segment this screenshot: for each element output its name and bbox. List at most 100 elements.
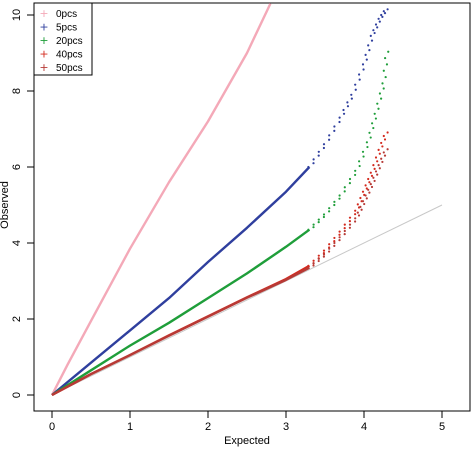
series-point (386, 131, 389, 134)
series-point (373, 31, 376, 35)
series-point (365, 58, 368, 61)
series-point (384, 75, 387, 79)
series-point (363, 202, 366, 206)
series-point (343, 223, 346, 226)
series-point (383, 154, 387, 157)
series-point (354, 169, 357, 172)
series-point (358, 78, 361, 81)
y-tick-label: 0 (11, 392, 23, 398)
series-point (356, 203, 359, 206)
series-point (369, 34, 372, 38)
series-point (322, 146, 325, 150)
x-tick-label: 0 (49, 421, 55, 433)
series-point (333, 240, 336, 243)
series-point (374, 156, 378, 159)
series-point (338, 239, 341, 242)
legend-marker: + (39, 21, 48, 34)
series-point (354, 209, 357, 212)
series-point (322, 213, 326, 216)
series-point (354, 220, 357, 223)
series-point (342, 108, 345, 112)
series-point (312, 162, 315, 165)
series-point (312, 223, 315, 226)
y-tick-label: 6 (11, 164, 23, 170)
legend-label: 50pcs (56, 63, 83, 74)
series-point (346, 101, 349, 104)
series-40pcs (51, 131, 389, 397)
series-point (333, 125, 336, 128)
series-point (312, 226, 315, 229)
series-point (358, 164, 361, 168)
series-point (354, 88, 357, 91)
series-point (381, 82, 384, 85)
series-point (328, 138, 331, 141)
y-tick-label: 4 (11, 240, 23, 246)
series-point (367, 188, 370, 191)
series-point (364, 184, 367, 187)
series-point (348, 223, 352, 226)
series-point (348, 220, 351, 223)
series-point (376, 102, 379, 105)
series-point (365, 187, 368, 190)
series-point (368, 181, 371, 184)
series-line (51, 228, 311, 397)
series-point (307, 264, 310, 267)
legend-marker: + (39, 61, 48, 74)
series-point (370, 174, 374, 177)
series-point (350, 97, 353, 100)
series-point (372, 164, 375, 167)
series-point (372, 29, 375, 32)
series-point (383, 11, 387, 15)
series-point (354, 213, 357, 216)
series-point (343, 190, 346, 193)
series-point (386, 148, 389, 151)
series-point (346, 105, 350, 108)
series-point (378, 92, 381, 95)
reference-line (51, 204, 443, 396)
series-point (328, 207, 331, 210)
series-20pcs (51, 50, 390, 397)
series-line (51, 266, 310, 397)
series-point (322, 249, 326, 252)
legend-box (33, 2, 93, 76)
series-point (368, 131, 371, 134)
series-point (328, 247, 331, 250)
series-point (369, 171, 372, 174)
series-point (359, 196, 362, 200)
legend-label: 20pcs (56, 36, 83, 47)
series-point (354, 217, 357, 220)
series-point (312, 264, 315, 267)
series-point (338, 230, 341, 233)
series-point (366, 145, 369, 149)
legend-marker: + (39, 7, 48, 20)
series-point (317, 257, 320, 260)
series-point (361, 150, 365, 153)
series-point (317, 221, 320, 224)
series-point (376, 160, 379, 163)
x-tick-label: 5 (439, 421, 445, 433)
series-point (350, 93, 353, 96)
series-point (333, 200, 336, 203)
x-tick-label: 2 (205, 421, 211, 433)
series-line (51, 166, 311, 396)
series-point (317, 154, 320, 157)
series-point (384, 56, 387, 60)
series-point (333, 241, 336, 245)
series-point (348, 216, 352, 219)
series-point (369, 183, 372, 186)
series-point (312, 259, 315, 262)
series-point (378, 152, 381, 155)
reference-line-layer (51, 204, 443, 396)
series-point (387, 50, 390, 53)
series-point (328, 250, 331, 253)
series-point (380, 157, 383, 160)
series-point (382, 134, 385, 138)
series-point (381, 145, 384, 148)
series-point (377, 17, 380, 20)
series-point (373, 179, 376, 183)
series-point (368, 191, 371, 194)
series-point (333, 244, 336, 247)
series-point (385, 63, 389, 66)
series-point (328, 210, 331, 213)
